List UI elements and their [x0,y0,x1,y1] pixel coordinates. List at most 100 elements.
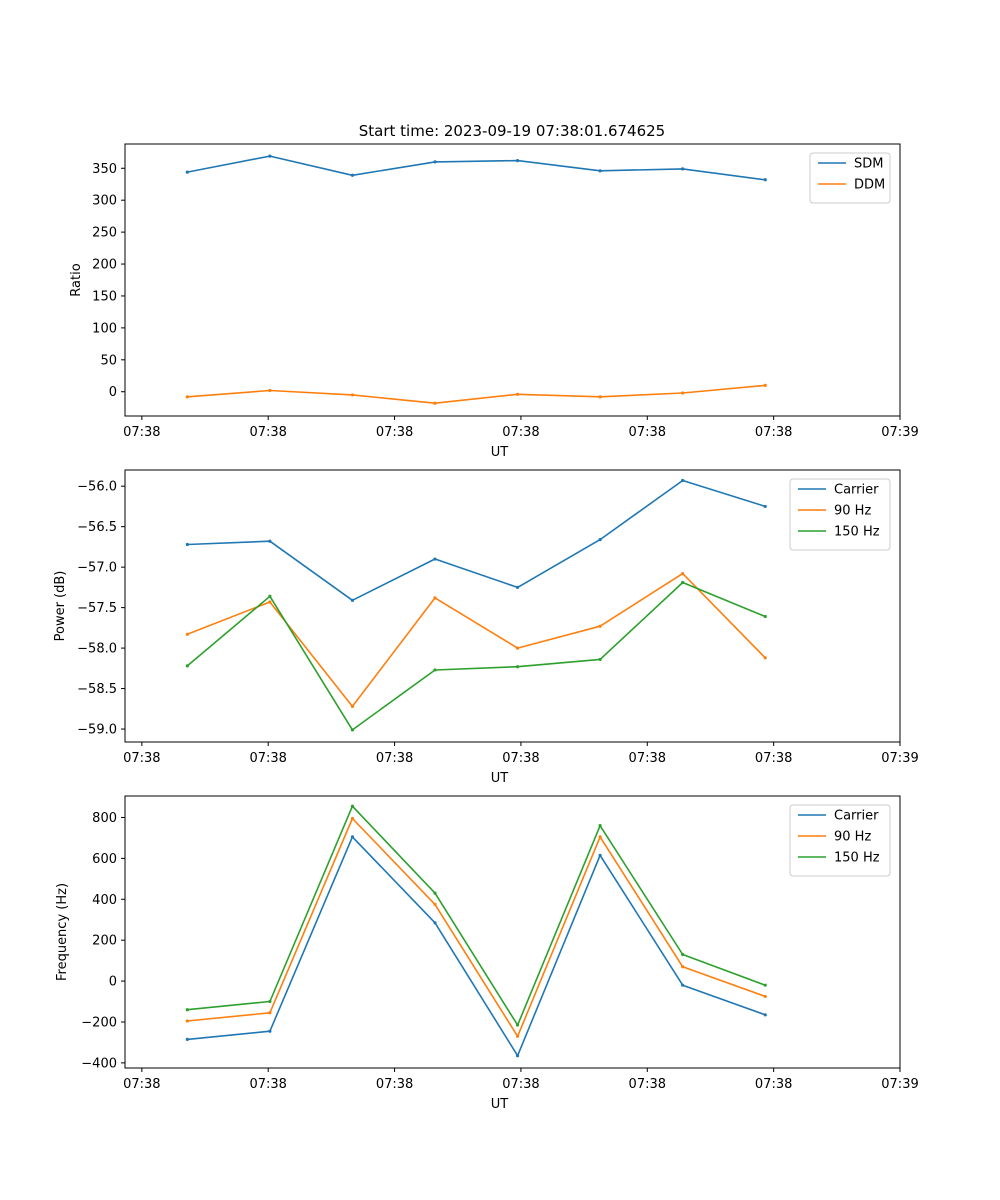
panel-2: 07:38 07:38 07:38 07:38 07:38 07:38 07:39 −59.0… [53,469,919,786]
x-axis-label: UT [491,1097,509,1112]
legend-label: Carrier [834,809,879,824]
data-point [681,167,685,171]
data-point [681,572,685,576]
legend-label: Carrier [834,483,879,498]
data-point [681,478,685,483]
data-point [681,952,685,957]
y-tick-label: −200 [81,1015,117,1030]
legend: SDM DDM [809,152,891,204]
y-tick-label: 0 [109,385,117,400]
x-tick-label: 07:38 [502,1077,539,1092]
data-point [515,1034,520,1038]
x-tick-label: 07:39 [881,425,918,440]
data-point [433,902,437,906]
data-point [515,585,520,589]
data-point [681,983,685,987]
data-point [598,538,602,542]
x-tick-label: 07:39 [881,1077,918,1092]
x-tick-label: 07:38 [249,751,286,766]
panel-3: 07:38 07:38 07:38 07:38 07:38 07:38 07:39 −400 −… [55,795,919,1112]
y-tick-label: 150 [92,289,117,304]
data-point [185,170,189,174]
x-tick-label: 07:38 [629,425,666,440]
y-tick-label: −56.5 [77,520,117,535]
data-point [350,173,355,177]
legend-box [809,152,891,204]
x-tick-label: 07:38 [502,751,539,766]
x-tick-label: 07:38 [629,1077,666,1092]
y-tick-label: 0 [109,975,117,990]
data-point [268,388,272,393]
y-tick-label: 250 [92,226,117,241]
x-axis-label: UT [491,771,509,786]
data-point [185,542,189,547]
y-tick-label: 350 [92,162,117,177]
x-tick-label: 07:38 [376,1077,413,1092]
series-line-sdm [187,155,766,181]
x-axis-label: UT [491,445,509,460]
data-point [350,835,355,839]
data-point [763,383,767,387]
legend: Carrier 90 Hz 150 Hz [789,804,891,877]
legend-box [789,804,891,877]
series-line-ddm [187,384,766,405]
legend-label: 150 Hz [834,851,880,866]
y-tick-label: −58.0 [77,642,117,657]
data-point [681,965,685,969]
data-point [763,614,767,619]
data-point [515,665,520,669]
data-point [433,668,437,672]
x-tick-label: 07:38 [123,751,160,766]
data-point [185,1037,189,1041]
data-point [763,178,767,182]
x-tick-label: 07:38 [123,425,160,440]
data-point [515,646,520,650]
x-tick-label: 07:38 [755,425,792,440]
data-point [763,656,767,660]
y-tick-label: −400 [81,1056,117,1071]
data-point [598,835,602,839]
data-point [350,704,355,708]
data-point [350,393,355,397]
y-axis-label: Frequency (Hz) [55,883,70,981]
x-tick-label: 07:38 [249,425,286,440]
data-point [350,598,355,602]
y-tick-label: −57.0 [77,561,117,576]
y-tick-label: 50 [100,353,117,368]
legend-label: DDM [854,178,885,193]
data-point [268,600,272,604]
series-line-carrier [187,836,766,1057]
data-point [763,504,767,509]
y-tick-label: 800 [92,811,117,826]
data-point [433,557,437,561]
data-point [681,580,685,585]
x-tick-label: 07:38 [755,1077,792,1092]
legend-label: 90 Hz [834,504,871,519]
data-point [598,824,602,828]
figure-title: Start time: 2023-09-19 07:38:01.674625 [359,122,665,140]
data-point [598,657,602,662]
data-point [433,160,437,164]
y-tick-label: 300 [92,194,117,209]
series-line-90-hz [187,817,766,1038]
x-tick-label: 07:38 [376,751,413,766]
y-tick-label: −57.5 [77,601,117,616]
data-point [268,999,272,1004]
x-tick-label: 07:39 [881,751,918,766]
data-point [268,594,272,598]
y-tick-label: −59.0 [77,723,117,738]
series-line-150-hz [186,581,766,731]
data-point [268,1011,272,1015]
data-point [598,169,602,173]
data-point [598,853,602,857]
data-point [185,395,189,399]
x-tick-label: 07:38 [376,425,413,440]
data-point [433,596,437,600]
data-point [185,1019,189,1023]
y-tick-label: 600 [92,852,117,867]
x-tick-label: 07:38 [755,751,792,766]
y-tick-label: 400 [92,893,117,908]
data-point [433,401,437,405]
data-point [598,624,602,628]
